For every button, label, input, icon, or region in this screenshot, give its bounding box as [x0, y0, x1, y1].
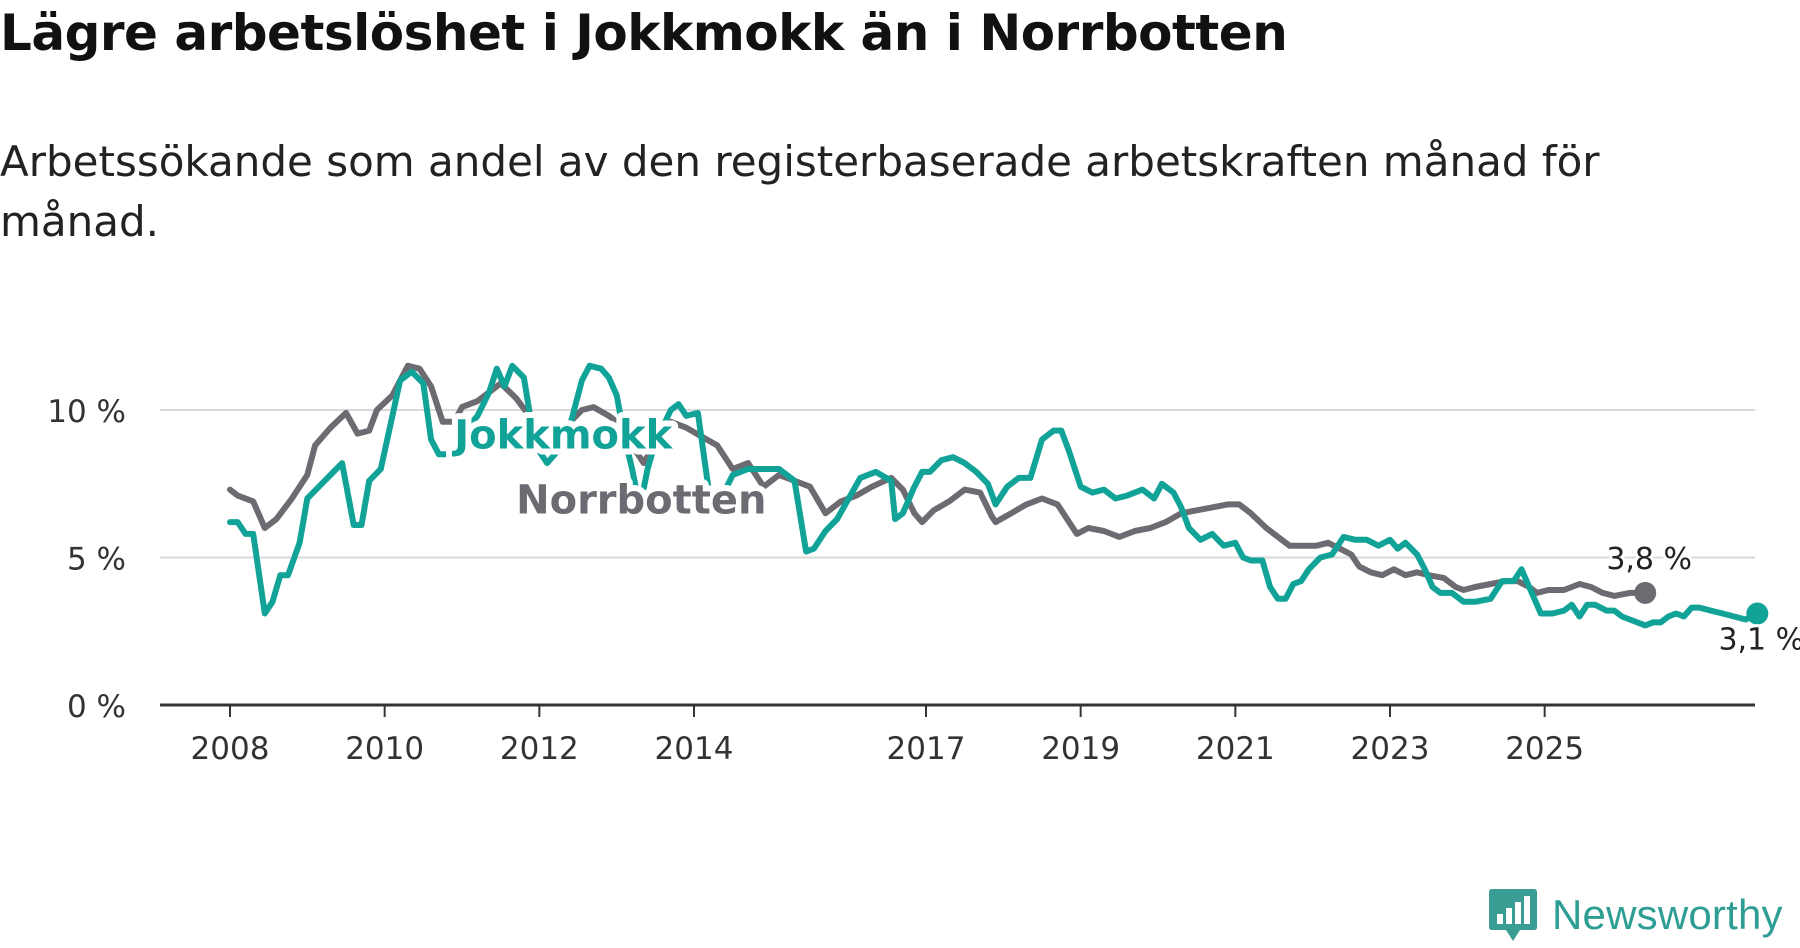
- jokkmokk-end-value: 3,1 %: [1718, 623, 1800, 658]
- y-tick-label: 5 %: [67, 542, 126, 578]
- norrbotten-end-value: 3,8 %: [1606, 542, 1692, 577]
- chart-title: Lägre arbetslöshet i Jokkmokk än i Norrb…: [0, 4, 1288, 62]
- grid-lines: [160, 409, 1755, 559]
- x-tick-label: 2019: [1041, 731, 1120, 767]
- x-tick-label: 2010: [345, 731, 424, 767]
- y-tick-label: 0 %: [67, 689, 126, 725]
- jokkmokk-line: [227, 362, 1761, 629]
- y-tick-label: 10 %: [47, 394, 126, 430]
- jokkmokk-end-marker: [1746, 602, 1769, 625]
- y-axis-ticks: 0 % 5 % 10 %: [47, 394, 126, 725]
- x-tick-label: 2012: [500, 731, 579, 767]
- x-tick-label: 2025: [1505, 731, 1584, 767]
- x-axis: 2008 2010 2012 2014 2017 2019 2021 2023 2025: [160, 703, 1755, 767]
- x-tick-label: 2021: [1196, 731, 1275, 767]
- x-tick-label: 2008: [191, 731, 270, 767]
- chart-subtitle: Arbetssökande som andel av den registerb…: [0, 137, 1600, 246]
- x-tick-label: 2017: [887, 731, 966, 767]
- norrbotten-line: [227, 362, 1649, 599]
- chart-series: [227, 362, 1769, 629]
- newsworthy-brand[interactable]: Newsworthy: [1488, 887, 1783, 943]
- x-tick-label: 2014: [655, 731, 734, 767]
- jokkmokk-series-label: Jokkmokk: [451, 412, 673, 458]
- series-labels: 3,8 % 3,1 % Norrbotten Jokkmokk: [445, 406, 1800, 660]
- newsworthy-wordmark: Newsworthy: [1552, 891, 1783, 938]
- x-tick-label: 2023: [1351, 731, 1430, 767]
- newsworthy-logo-icon: [1489, 889, 1537, 941]
- norrbotten-end-marker: [1634, 581, 1657, 604]
- norrbotten-series-label: Norrbotten: [516, 477, 766, 523]
